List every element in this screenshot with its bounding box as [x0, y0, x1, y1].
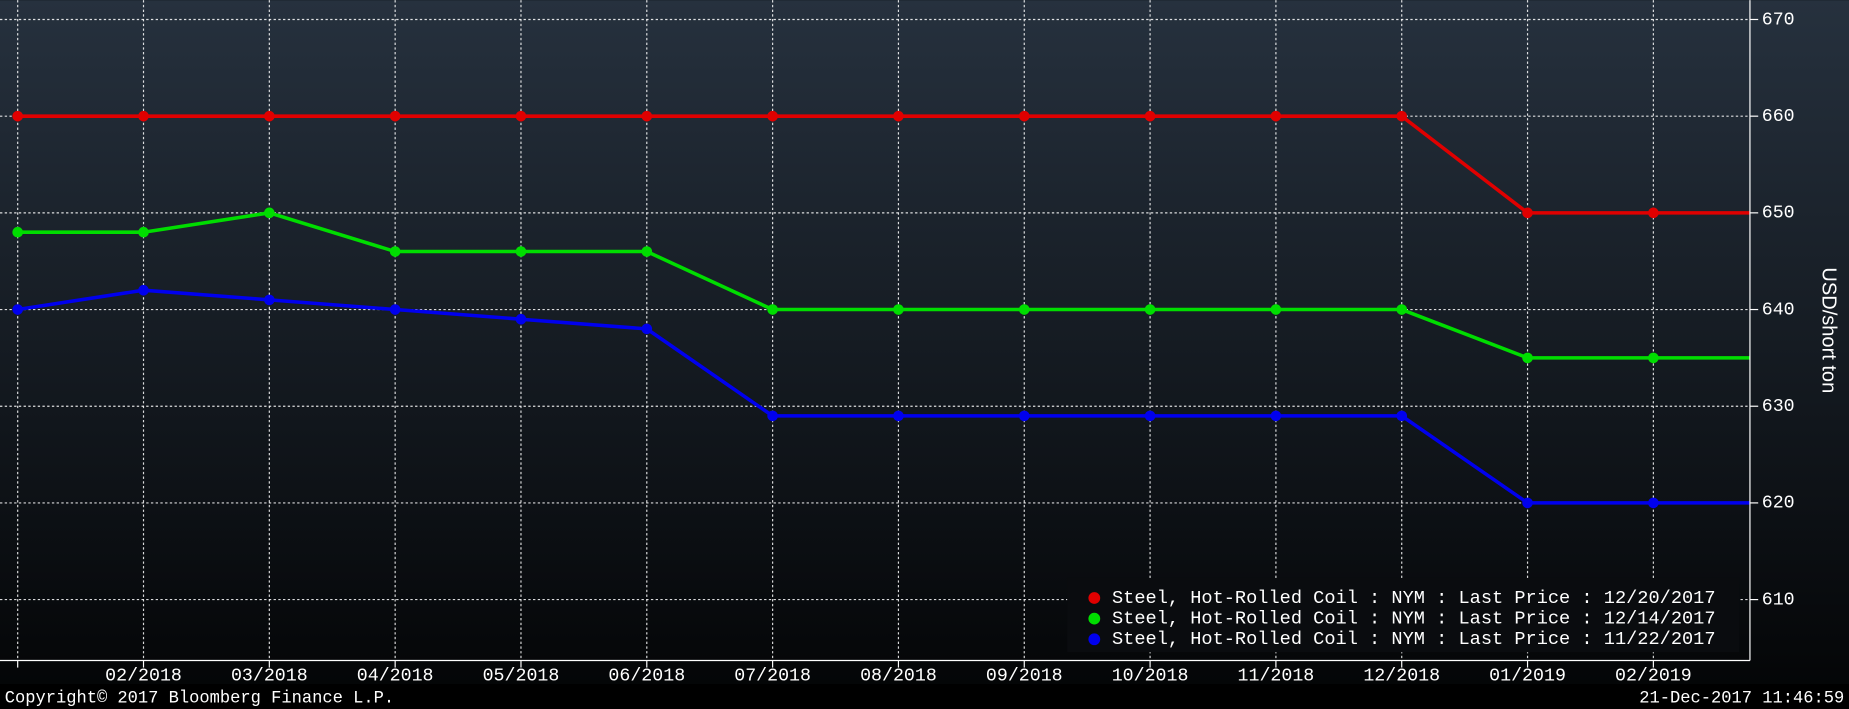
data-point — [138, 226, 149, 238]
data-point — [893, 410, 904, 422]
data-point — [515, 246, 527, 257]
legend-swatch — [1088, 592, 1101, 604]
data-point — [515, 110, 527, 122]
y-axis-label: USD/short ton — [1817, 267, 1839, 393]
data-point — [264, 110, 275, 122]
legend-box — [1067, 577, 1740, 653]
legend: Steel, Hot-Rolled Coil : NYM : Last Pric… — [1088, 587, 1716, 650]
series-layer — [12, 110, 1750, 509]
data-point — [1270, 110, 1282, 122]
data-point — [767, 304, 778, 315]
data-point — [641, 246, 653, 257]
legend-label: Steel, Hot-Rolled Coil : NYM : Last Pric… — [1112, 587, 1716, 609]
data-point — [138, 284, 149, 296]
x-tick-label: 10/2018 — [1112, 667, 1189, 687]
data-point — [767, 410, 778, 422]
data-point — [1648, 352, 1659, 364]
x-tick-label: 11/2018 — [1238, 667, 1315, 687]
legend-swatch — [1088, 633, 1101, 646]
data-point — [1270, 304, 1282, 315]
data-point — [12, 226, 23, 238]
x-tick-label: 12/2018 — [1363, 667, 1440, 687]
footnote: Copyright© 2017 Bloomberg Finance L.P. — [5, 690, 394, 709]
data-point — [641, 323, 653, 335]
data-point — [389, 304, 401, 315]
y-tick-label: 650 — [1762, 204, 1795, 224]
x-tick-label: 02/2018 — [105, 667, 182, 687]
data-point — [1522, 207, 1533, 219]
data-point — [389, 110, 401, 122]
data-point — [1648, 207, 1659, 219]
x-tick-label: 04/2018 — [357, 667, 434, 687]
data-point — [12, 304, 23, 315]
legend-swatch — [1088, 612, 1101, 625]
x-tick-label: 07/2018 — [734, 667, 811, 687]
x-tick-label: 08/2018 — [860, 667, 937, 687]
data-point — [389, 246, 401, 257]
y-tick-label: 610 — [1762, 590, 1795, 610]
data-point — [1522, 352, 1533, 364]
x-tick-label: 05/2018 — [483, 667, 560, 687]
x-tick-label: 01/2019 — [1489, 667, 1566, 687]
y-tick-label: 660 — [1762, 107, 1795, 127]
x-tick-label: 09/2018 — [986, 667, 1063, 687]
y-tick-label: 620 — [1762, 494, 1795, 514]
data-point — [1144, 110, 1156, 122]
x-tick-label: 06/2018 — [608, 667, 685, 687]
axes: 610 620 630 640 650 660 670 02/2018 03/2018 04/20… — [0, 0, 1795, 687]
data-point — [1270, 410, 1282, 422]
data-point — [264, 294, 275, 306]
y-tick-label: 630 — [1762, 397, 1795, 417]
legend-label: Steel, Hot-Rolled Coil : NYM : Last Pric… — [1112, 628, 1716, 650]
data-point — [767, 110, 778, 122]
data-point — [264, 207, 275, 219]
y-tick-label: 670 — [1762, 10, 1795, 30]
data-point — [1018, 304, 1030, 315]
data-point — [515, 313, 527, 325]
data-point — [641, 110, 653, 122]
data-point — [1522, 497, 1533, 509]
data-point — [1018, 110, 1030, 122]
grid — [0, 0, 1750, 661]
data-point — [1144, 410, 1156, 422]
data-point — [1144, 304, 1156, 315]
data-point — [1648, 497, 1659, 509]
x-tick-label: 03/2018 — [231, 667, 308, 687]
data-point — [12, 110, 23, 122]
data-point — [1396, 110, 1408, 122]
data-point — [138, 110, 149, 122]
data-point — [1018, 410, 1030, 422]
data-point — [1396, 304, 1408, 315]
x-tick-label: 02/2019 — [1615, 667, 1692, 687]
data-point — [893, 110, 904, 122]
y-tick-label: 640 — [1762, 300, 1795, 320]
data-point — [1396, 410, 1408, 422]
data-point — [893, 304, 904, 315]
timestamp: 21-Dec-2017 11:46:59 — [1639, 690, 1844, 709]
footer-strip — [0, 684, 1849, 709]
legend-label: Steel, Hot-Rolled Coil : NYM : Last Pric… — [1112, 608, 1716, 630]
